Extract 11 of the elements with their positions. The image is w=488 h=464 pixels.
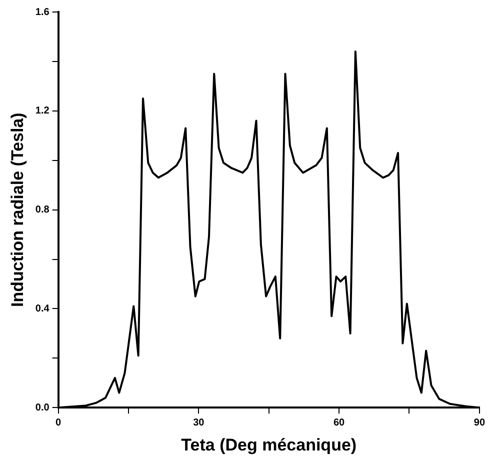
x-axis-title: Teta (Deg mécanique) <box>181 435 357 454</box>
y-tick-label: 0.0 <box>35 402 50 414</box>
x-tick-label: 90 <box>474 417 486 428</box>
y-tick-label: 1.2 <box>35 106 50 117</box>
y-tick-label: 1.6 <box>35 6 50 18</box>
x-tick-label: 60 <box>333 417 346 428</box>
x-tick-label: 30 <box>193 417 205 428</box>
y-axis-title: Induction radiale (Tesla) <box>8 112 27 307</box>
x-tick-label: 0 <box>56 417 62 428</box>
y-tick-label: 0.8 <box>35 204 50 216</box>
y-tick-label: 0.4 <box>35 303 50 314</box>
